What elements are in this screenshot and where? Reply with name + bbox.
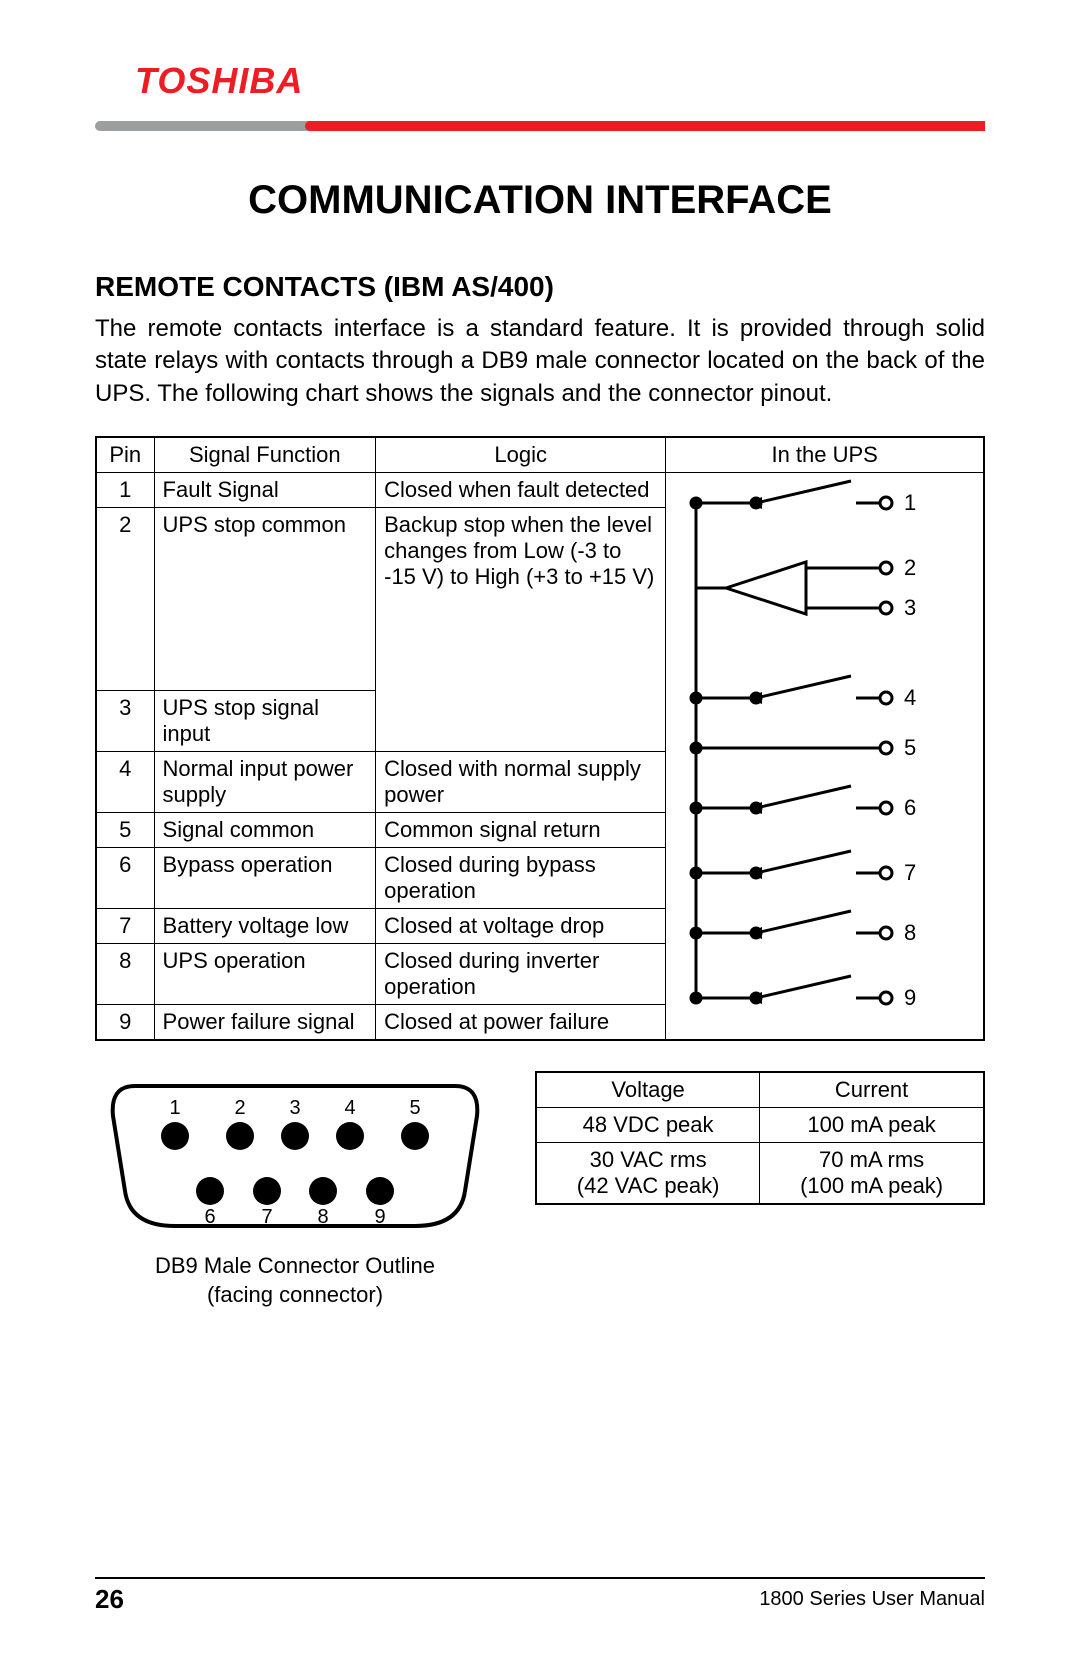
cell-pin: 2 xyxy=(96,508,154,691)
cell-signal: UPS stop common xyxy=(154,508,376,691)
svg-text:7: 7 xyxy=(261,1206,272,1228)
cell-signal: Fault Signal xyxy=(154,473,376,508)
svg-text:1: 1 xyxy=(904,490,916,515)
circuit-diagram: 1 2 3 4 5 6 7 8 9 xyxy=(666,473,966,1033)
rule-gray-segment xyxy=(95,121,325,131)
cell-signal: UPS operation xyxy=(154,944,376,1005)
header-logic: Logic xyxy=(376,437,666,473)
manual-name: 1800 Series User Manual xyxy=(759,1588,985,1611)
pin-table: Pin Signal Function Logic In the UPS 1 F… xyxy=(95,436,985,1041)
svg-text:2: 2 xyxy=(234,1097,245,1119)
db9-diagram: 1 2 3 4 5 6 7 8 9 xyxy=(95,1061,495,1241)
svg-text:2: 2 xyxy=(904,555,916,580)
db9-caption: DB9 Male Connector Outline (facing conne… xyxy=(95,1252,495,1309)
db9-caption-line2: (facing connector) xyxy=(207,1282,383,1307)
cell-pin: 7 xyxy=(96,909,154,944)
svg-text:4: 4 xyxy=(344,1097,355,1119)
cell-logic: Closed during inverter operation xyxy=(376,944,666,1005)
svg-text:6: 6 xyxy=(204,1206,215,1228)
svg-text:6: 6 xyxy=(904,795,916,820)
svg-text:5: 5 xyxy=(409,1097,420,1119)
lower-row: 1 2 3 4 5 6 7 8 9 DB9 Male Connector Outline (fa… xyxy=(95,1061,985,1309)
cell-signal: Bypass operation xyxy=(154,848,376,909)
svg-text:5: 5 xyxy=(904,735,916,760)
cell-logic: Closed when fault detected xyxy=(376,473,666,508)
db9-connector-block: 1 2 3 4 5 6 7 8 9 DB9 Male Connector Outline (fa… xyxy=(95,1061,495,1309)
cell-logic: Backup stop when the level changes from … xyxy=(376,508,666,752)
rating-table-wrap: Voltage Current 48 VDC peak 100 mA peak … xyxy=(535,1061,985,1309)
rating-cell: 48 VDC peak xyxy=(536,1108,760,1143)
svg-text:8: 8 xyxy=(317,1206,328,1228)
header-pin: Pin xyxy=(96,437,154,473)
cell-logic: Closed at voltage drop xyxy=(376,909,666,944)
cell-pin: 6 xyxy=(96,848,154,909)
cell-pin: 5 xyxy=(96,813,154,848)
svg-text:3: 3 xyxy=(904,595,916,620)
cell-logic: Closed at power failure xyxy=(376,1005,666,1041)
footer-rule xyxy=(95,1577,985,1579)
table-row: 1 Fault Signal Closed when fault detecte… xyxy=(96,473,984,508)
db9-caption-line1: DB9 Male Connector Outline xyxy=(155,1253,435,1278)
rating-header-row: Voltage Current xyxy=(536,1072,984,1108)
circuit-diagram-cell: 1 2 3 4 5 6 7 8 9 xyxy=(666,473,984,1041)
rule-red-segment xyxy=(305,121,985,131)
page-number: 26 xyxy=(95,1584,124,1615)
header-in-ups: In the UPS xyxy=(666,437,984,473)
cell-logic: Common signal return xyxy=(376,813,666,848)
brand-logo: TOSHIBA xyxy=(135,60,985,102)
cell-signal: Power failure signal xyxy=(154,1005,376,1041)
cell-signal: Normal input power supply xyxy=(154,752,376,813)
svg-text:9: 9 xyxy=(374,1206,385,1228)
rating-cell: 100 mA peak xyxy=(760,1108,984,1143)
page-body: TOSHIBA COMMUNICATION INTERFACE REMOTE C… xyxy=(0,0,1080,1309)
svg-text:4: 4 xyxy=(904,685,916,710)
cell-signal: Signal common xyxy=(154,813,376,848)
cell-pin: 1 xyxy=(96,473,154,508)
cell-pin: 3 xyxy=(96,691,154,752)
rating-row: 30 VAC rms(42 VAC peak) 70 mA rms(100 mA… xyxy=(536,1143,984,1205)
section-heading: REMOTE CONTACTS (IBM AS/400) xyxy=(95,271,985,303)
cell-pin: 9 xyxy=(96,1005,154,1041)
cell-logic: Closed with normal supply power xyxy=(376,752,666,813)
cell-signal: UPS stop signal input xyxy=(154,691,376,752)
intro-paragraph: The remote contacts interface is a stand… xyxy=(95,313,985,410)
table-header-row: Pin Signal Function Logic In the UPS xyxy=(96,437,984,473)
rating-cell: 30 VAC rms(42 VAC peak) xyxy=(536,1143,760,1205)
rating-cell: 70 mA rms(100 mA peak) xyxy=(760,1143,984,1205)
svg-text:3: 3 xyxy=(289,1097,300,1119)
svg-text:9: 9 xyxy=(904,985,916,1010)
rating-header-current: Current xyxy=(760,1072,984,1108)
cell-pin: 8 xyxy=(96,944,154,1005)
cell-signal: Battery voltage low xyxy=(154,909,376,944)
cell-pin: 4 xyxy=(96,752,154,813)
page-title: COMMUNICATION INTERFACE xyxy=(95,178,985,223)
svg-text:8: 8 xyxy=(904,920,916,945)
svg-text:7: 7 xyxy=(904,860,916,885)
rating-header-voltage: Voltage xyxy=(536,1072,760,1108)
rating-table: Voltage Current 48 VDC peak 100 mA peak … xyxy=(535,1071,985,1205)
header-signal: Signal Function xyxy=(154,437,376,473)
svg-text:1: 1 xyxy=(169,1097,180,1119)
rating-row: 48 VDC peak 100 mA peak xyxy=(536,1108,984,1143)
header-rule xyxy=(95,116,985,136)
cell-logic: Closed during bypass operation xyxy=(376,848,666,909)
